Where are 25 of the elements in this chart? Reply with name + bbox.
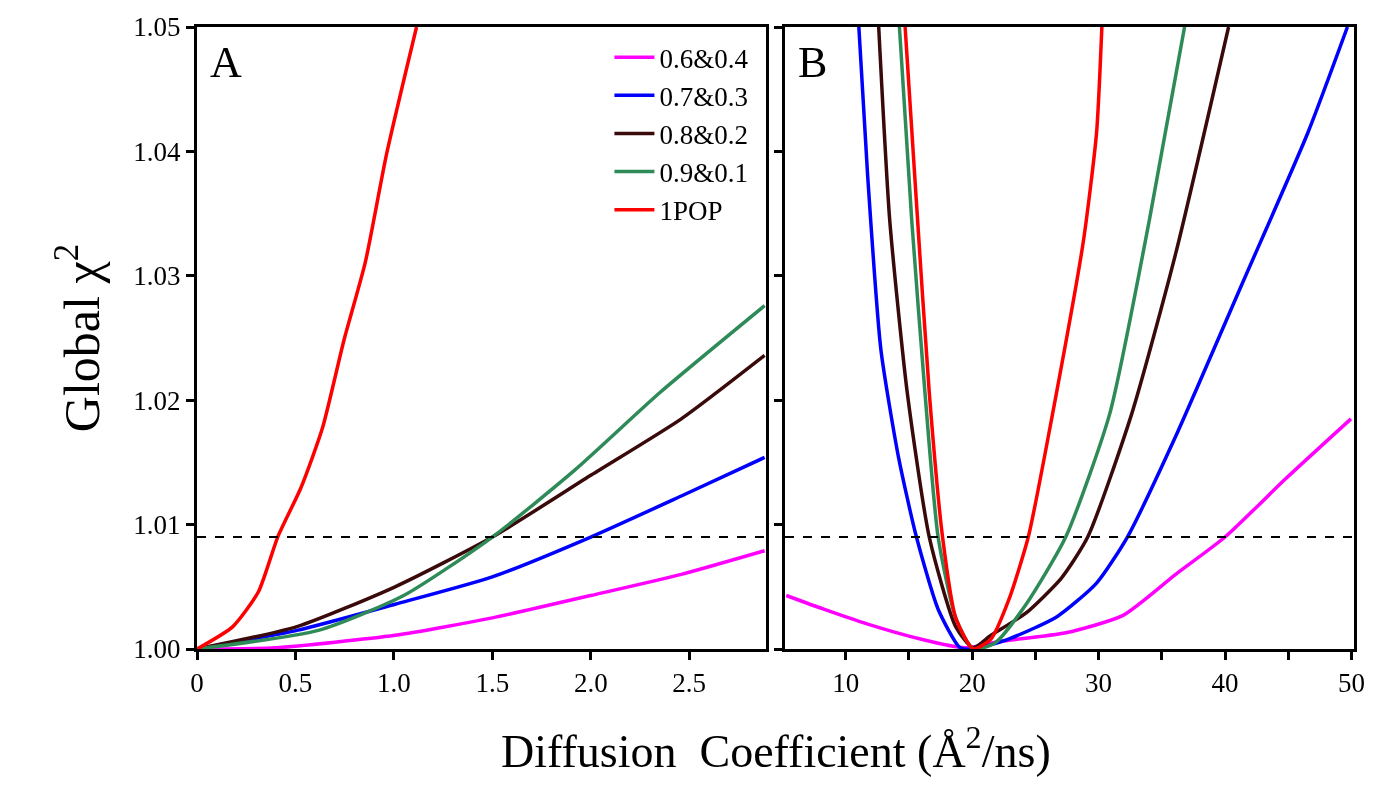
x-tick-label: 1.0: [377, 668, 411, 699]
y-tick-label: 1.02: [133, 385, 181, 416]
y-tick-label: 1.00: [133, 634, 181, 665]
y-tick-label: 1.05: [133, 12, 181, 43]
x-tick-label: 10: [832, 668, 860, 699]
y-tick-label: 1.04: [133, 136, 182, 167]
x-axis-title: Diffusion Coefficient (Å$^{2}$/ns): [501, 719, 1051, 778]
chart-title: B: [798, 38, 828, 87]
x-tick-label: 20: [958, 668, 986, 699]
x-tick-label: 1.5: [475, 668, 510, 699]
y-tick-label: 1.01: [133, 510, 181, 541]
legend-label: 1POP: [659, 196, 723, 227]
legend-label: 0.9&0.1: [659, 158, 748, 189]
x-tick-label: 30: [1085, 668, 1113, 699]
chart-title: A: [210, 38, 242, 87]
legend-label: 0.8&0.2: [659, 120, 748, 150]
x-tick-label: 2.0: [573, 668, 608, 699]
x-tick-label: 40: [1211, 668, 1239, 699]
x-tick-label: 0: [190, 668, 204, 699]
x-tick-label: 0.5: [278, 668, 313, 699]
x-tick-label: 50: [1337, 668, 1365, 699]
y-tick-label: 1.03: [133, 261, 181, 292]
legend-label: 0.7&0.3: [659, 81, 748, 112]
legend-label: 0.6&0.4: [659, 43, 749, 74]
x-tick-label: 2.5: [672, 668, 707, 699]
